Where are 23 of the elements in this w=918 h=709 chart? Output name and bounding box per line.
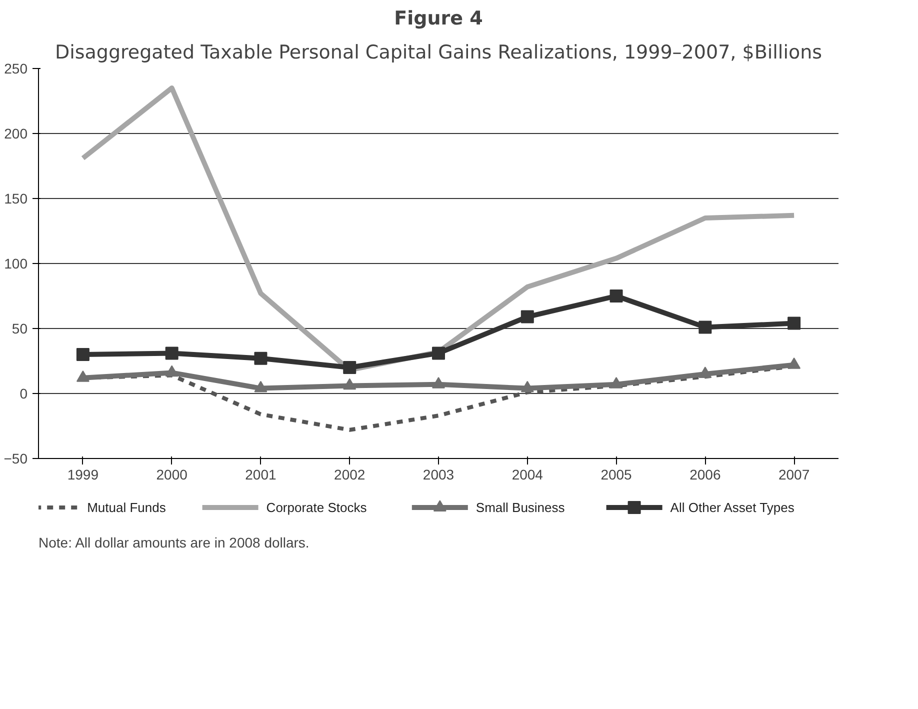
x-tick-label: 2006 xyxy=(690,466,721,482)
y-tick-label: 250 xyxy=(4,60,28,76)
legend-label: Corporate Stocks xyxy=(266,500,368,515)
chart-subtitle: Disaggregated Taxable Personal Capital Gains Realizations, 1999–2007, $Billions xyxy=(54,42,822,64)
legend-label: All Other Asset Types xyxy=(670,500,795,515)
y-tick-label: 50 xyxy=(12,320,28,336)
y-tick-label: 200 xyxy=(4,126,28,142)
y-tick-label: −50 xyxy=(4,450,28,466)
x-tick-label: 2003 xyxy=(422,466,454,482)
x-tick-label: 2004 xyxy=(512,466,544,482)
legend-label: Mutual Funds xyxy=(87,500,166,515)
x-tick-label: 2000 xyxy=(156,466,188,482)
x-tick-label: 2001 xyxy=(245,466,277,482)
y-tick-label: 0 xyxy=(20,386,28,402)
x-tick-label: 2007 xyxy=(778,466,810,482)
y-tick-label: 100 xyxy=(4,256,28,272)
text: Note: All dollar amounts are in 2008 dollars. xyxy=(38,534,310,550)
y-tick-label: 150 xyxy=(4,190,28,206)
x-tick-label: 2002 xyxy=(334,466,366,482)
chart-title: Figure 4 xyxy=(394,8,483,30)
x-tick-label: 1999 xyxy=(67,466,99,482)
legend-label: Small Business xyxy=(476,500,566,515)
x-tick-label: 2005 xyxy=(600,466,632,482)
